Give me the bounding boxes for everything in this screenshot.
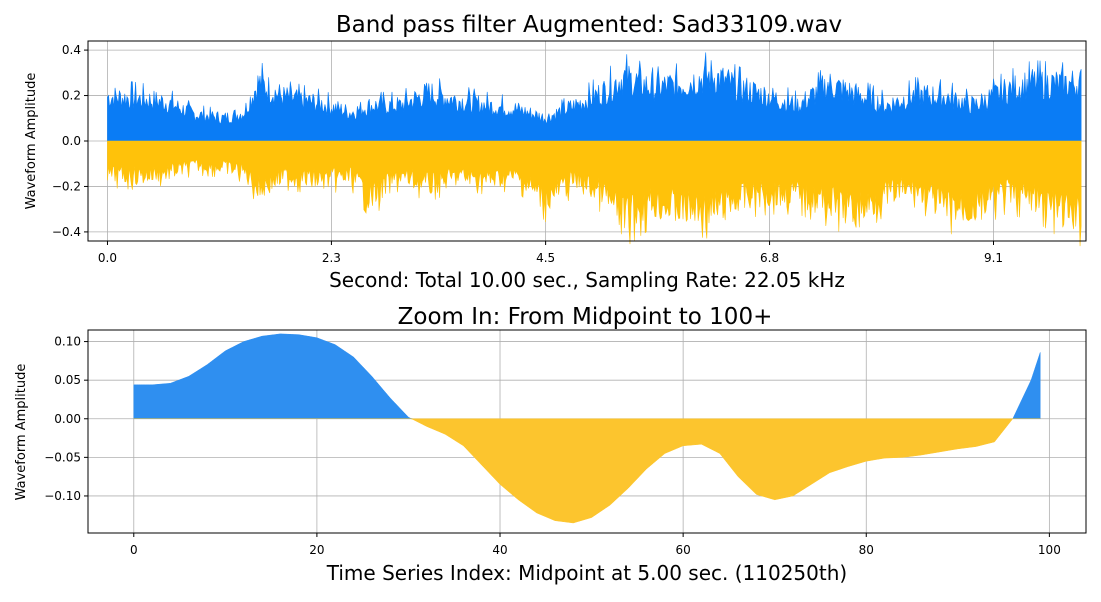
x-ticks-bottom: 0 20 40 60 80 100 <box>130 533 1061 557</box>
waveform-top <box>107 52 1082 247</box>
waveform-bottom <box>133 333 1041 524</box>
y-tick-label: 0.00 <box>54 412 81 426</box>
chart-bottom: 0 20 40 60 80 100 −0.10 −0.05 0.00 0.05 0.10 Zoom… <box>14 304 1087 585</box>
x-ticks-top: 0.0 2.3 4.5 6.8 9.1 <box>98 241 1003 265</box>
x-tick-label: 9.1 <box>984 251 1003 265</box>
y-tick-label: 0.4 <box>62 43 81 57</box>
y-tick-label: 0.2 <box>62 89 81 103</box>
y-tick-label: 0.10 <box>54 335 81 349</box>
chart-title-bottom: Zoom In: From Midpoint to 100+ <box>398 304 773 330</box>
y-tick-label: −0.05 <box>44 450 81 464</box>
x-tick-label: 100 <box>1038 543 1061 557</box>
x-tick-label: 0 <box>130 543 138 557</box>
x-tick-label: 20 <box>309 543 324 557</box>
x-tick-label: 2.3 <box>322 251 341 265</box>
y-tick-label: 0.0 <box>62 134 81 148</box>
y-tick-label: −0.4 <box>52 225 81 239</box>
x-axis-label-bottom: Time Series Index: Midpoint at 5.00 sec.… <box>326 561 847 585</box>
positive-waveform-area <box>107 52 1082 142</box>
x-tick-label: 40 <box>492 543 507 557</box>
axes-frame-bottom <box>87 329 1087 534</box>
y-tick-label: 0.05 <box>54 373 81 387</box>
x-tick-label: 4.5 <box>536 251 555 265</box>
chart-top: 0.0 2.3 4.5 6.8 9.1 −0.4 −0.2 0.0 0.2 0.4 Band p… <box>24 12 1087 292</box>
negative-waveform-area <box>133 418 1041 524</box>
x-tick-label: 80 <box>859 543 874 557</box>
y-tick-label: −0.10 <box>44 489 81 503</box>
y-tick-label: −0.2 <box>52 179 81 193</box>
x-tick-label: 0.0 <box>98 251 117 265</box>
x-tick-label: 6.8 <box>760 251 779 265</box>
y-axis-label-bottom: Waveform Amplitude <box>14 364 29 501</box>
x-axis-label-top: Second: Total 10.00 sec., Sampling Rate:… <box>329 268 845 292</box>
y-ticks-bottom: −0.10 −0.05 0.00 0.05 0.10 <box>44 335 88 503</box>
y-ticks-top: −0.4 −0.2 0.0 0.2 0.4 <box>52 43 88 239</box>
x-tick-label: 60 <box>675 543 690 557</box>
y-axis-label-top: Waveform Amplitude <box>24 73 39 210</box>
negative-waveform-area <box>107 140 1082 247</box>
chart-title-top: Band pass filter Augmented: Sad33109.wav <box>336 12 842 38</box>
